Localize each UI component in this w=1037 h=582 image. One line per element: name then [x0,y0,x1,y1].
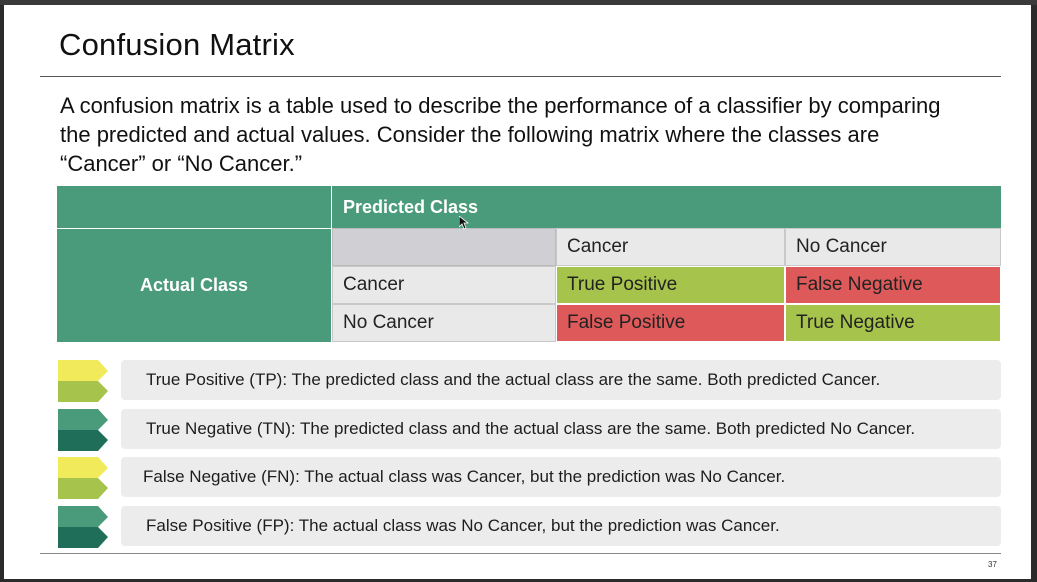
definition-fn: False Negative (FN): The actual class wa… [121,457,1001,497]
definition-fp: False Positive (FP): The actual class wa… [121,506,1001,546]
definition-tn: True Negative (TN): The predicted class … [121,409,1001,449]
actual-class-header: Actual Class [57,228,332,342]
mouse-cursor-icon [459,216,469,230]
page-number: 37 [988,560,997,569]
col-label-cancer: Cancer [556,228,785,266]
definition-row-tn: True Negative (TN): The predicted class … [58,409,1002,451]
row-label-no-cancer: No Cancer [332,304,556,342]
cell-false-positive: False Positive [556,304,785,342]
footer-divider [40,553,1001,554]
matrix-inner-corner [332,228,556,266]
cell-true-positive: True Positive [556,266,785,304]
slide-title: Confusion Matrix [59,27,295,62]
yellow-green-chevron-icon [58,360,108,402]
cell-false-negative: False Negative [785,266,1001,304]
definition-tp: True Positive (TP): The predicted class … [121,360,1001,400]
slide: Confusion Matrix A confusion matrix is a… [4,5,1031,579]
cell-true-negative: True Negative [785,304,1001,342]
title-divider [40,76,1001,77]
teal-chevron-icon [58,409,108,451]
row-label-cancer: Cancer [332,266,556,304]
window-top-bar [0,0,1037,5]
yellow-green-chevron-icon [58,457,108,499]
predicted-class-header: Predicted Class [332,186,1001,228]
intro-paragraph: A confusion matrix is a table used to de… [60,93,941,176]
confusion-matrix-table: Predicted Class Actual Class Cancer No C… [57,186,1001,342]
teal-chevron-icon [58,506,108,548]
definition-row-tp: True Positive (TP): The predicted class … [58,360,1002,402]
col-label-no-cancer: No Cancer [785,228,1001,266]
definition-row-fp: False Positive (FP): The actual class wa… [58,506,1002,548]
definition-row-fn: False Negative (FN): The actual class wa… [58,457,1002,499]
matrix-corner [57,186,332,228]
